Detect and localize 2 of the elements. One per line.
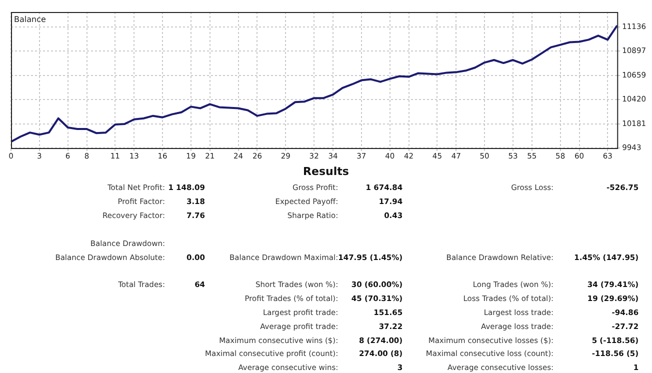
chart-title: Balance — [14, 15, 46, 24]
text: Results — [302, 165, 350, 178]
